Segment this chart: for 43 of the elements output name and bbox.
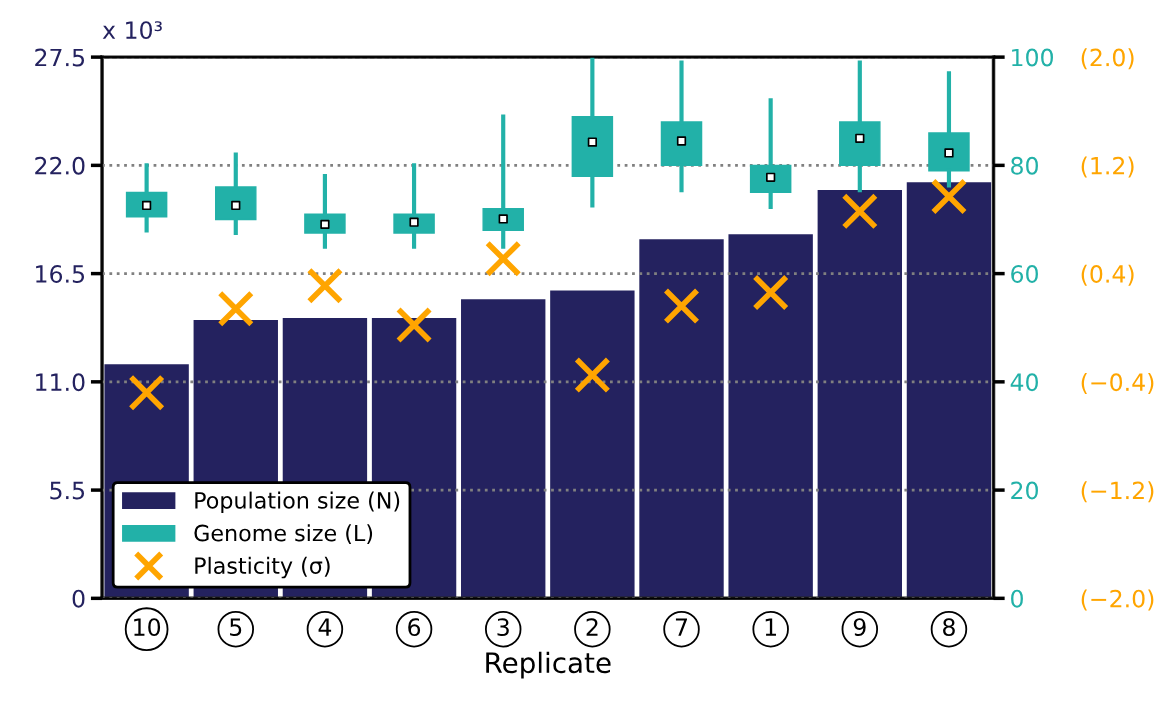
x-axis-title: Replicate: [486, 651, 611, 679]
y2-tick-label: 0: [1011, 589, 1023, 608]
y3-tick-label: (−0.4): [1081, 372, 1154, 394]
point: [306, 267, 344, 305]
point: [841, 193, 879, 230]
x-tick-label: 3: [497, 618, 509, 637]
y2-tick-label: 40: [1010, 373, 1038, 392]
y-tick-label: 22.0: [35, 156, 85, 175]
x-tick-label: 4: [318, 618, 332, 636]
point: [574, 356, 611, 394]
y2-tick-label: 20: [1011, 481, 1038, 500]
y3-tick-label: (2.0): [1081, 48, 1134, 70]
x-tick-label: 1: [765, 618, 776, 636]
x-tick-label: 5: [230, 618, 242, 637]
x-tick-label: 6: [408, 618, 421, 637]
point: [128, 374, 165, 411]
y3-tick-label: (−1.2): [1081, 481, 1154, 503]
y3-tick-label: (1.2): [1081, 156, 1134, 178]
point: [752, 274, 789, 311]
y2-tick-label: 80: [1011, 156, 1038, 175]
x-tick-label: 2: [586, 618, 598, 636]
y-tick-label: 11.0: [36, 373, 85, 392]
point: [217, 290, 255, 328]
legend-label: Genome size (L): [194, 524, 373, 545]
x-tick-label: 7: [675, 618, 688, 636]
y3-tick-label: (0.4): [1081, 264, 1134, 286]
y2-tick-label: 60: [1011, 265, 1038, 283]
y-tick-label: 16.5: [36, 265, 85, 283]
x-tick-label: 8: [943, 618, 955, 637]
point: [663, 287, 700, 325]
x-tick-label: 10: [134, 618, 161, 637]
text: x 10³: [102, 21, 162, 40]
point: [484, 240, 522, 278]
y2-tick-label: 100: [1012, 48, 1053, 67]
point: [395, 306, 433, 344]
y-tick-label: 0: [72, 589, 85, 608]
series-label: Population size (N): [195, 491, 400, 514]
x-tick-label: 9: [853, 618, 866, 637]
y3-tick-label: (−2.0): [1081, 589, 1154, 611]
legend-label: Plasticity (σ): [195, 556, 330, 579]
point: [930, 178, 968, 215]
y-tick-label: 5.5: [50, 481, 85, 500]
y-tick-label: 27.5: [35, 48, 85, 67]
